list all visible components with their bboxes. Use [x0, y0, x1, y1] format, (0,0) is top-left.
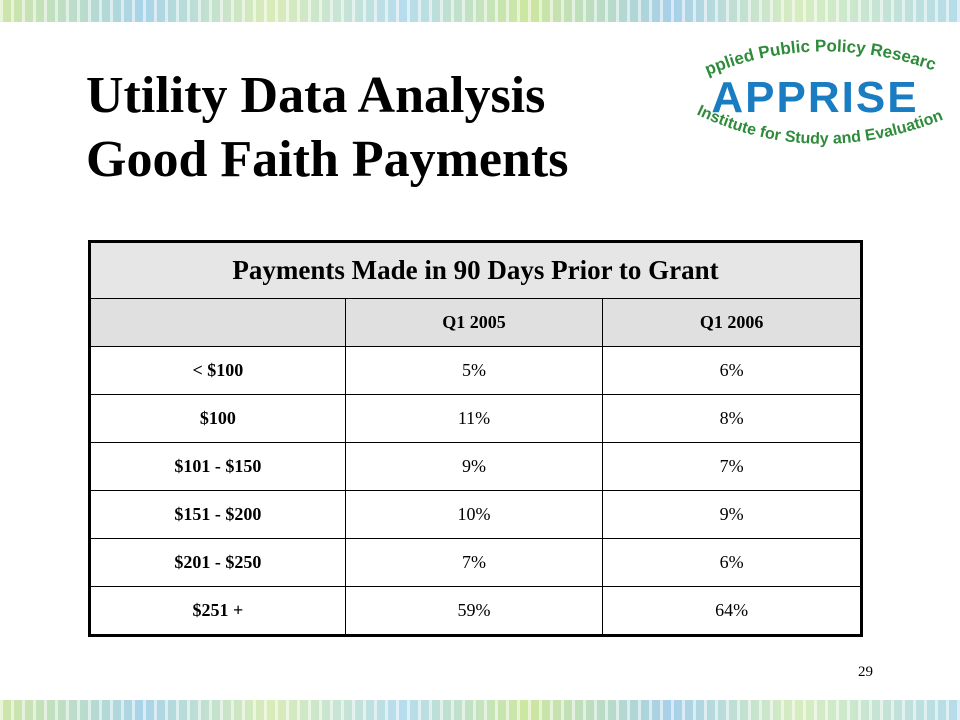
table-row: $251 + 59% 64%	[89, 586, 862, 636]
cell-q1-2006: 6%	[602, 538, 862, 587]
row-label: $101 - $150	[89, 442, 346, 491]
payments-table: Payments Made in 90 Days Prior to Grant …	[88, 240, 863, 637]
cell-q1-2006: 64%	[602, 586, 862, 636]
table-row: $201 - $250 7% 6%	[89, 538, 862, 587]
header-empty-cell	[89, 298, 346, 347]
table-header-row: Q1 2005 Q1 2006	[89, 298, 862, 347]
cell-q1-2005: 5%	[344, 346, 604, 395]
table-row: $100 11% 8%	[89, 394, 862, 443]
table-row: $151 - $200 10% 9%	[89, 490, 862, 539]
page-number: 29	[858, 664, 873, 680]
table-row: < $100 5% 6%	[89, 346, 862, 395]
row-label: < $100	[89, 346, 346, 395]
cell-q1-2005: 7%	[344, 538, 604, 587]
logo-top-text: Applied Public Policy Research	[680, 20, 939, 79]
table-caption: Payments Made in 90 Days Prior to Grant	[89, 241, 862, 299]
title-line-2: Good Faith Payments	[86, 131, 569, 188]
table-caption-row: Payments Made in 90 Days Prior to Grant	[89, 241, 862, 299]
logo-main-text: APPRISE	[711, 73, 918, 122]
cell-q1-2006: 6%	[602, 346, 862, 395]
apprise-logo: Applied Public Policy Research APPRISE I…	[680, 20, 950, 180]
cell-q1-2005: 11%	[344, 394, 604, 443]
table-row: $101 - $150 9% 7%	[89, 442, 862, 491]
top-decorative-band	[0, 0, 960, 22]
cell-q1-2006: 7%	[602, 442, 862, 491]
cell-q1-2006: 9%	[602, 490, 862, 539]
bottom-decorative-band	[0, 700, 960, 720]
header-q1-2005: Q1 2005	[344, 298, 604, 347]
cell-q1-2005: 9%	[344, 442, 604, 491]
row-label: $151 - $200	[89, 490, 346, 539]
slide-title: Utility Data Analysis Good Faith Payment…	[86, 64, 568, 192]
row-label: $201 - $250	[89, 538, 346, 587]
row-label: $251 +	[89, 586, 346, 636]
cell-q1-2005: 59%	[344, 586, 604, 636]
cell-q1-2005: 10%	[344, 490, 604, 539]
title-line-1: Utility Data Analysis	[86, 67, 546, 124]
header-q1-2006: Q1 2006	[602, 298, 862, 347]
logo-top-textpath: Applied Public Policy Research	[680, 20, 939, 79]
row-label: $100	[89, 394, 346, 443]
cell-q1-2006: 8%	[602, 394, 862, 443]
